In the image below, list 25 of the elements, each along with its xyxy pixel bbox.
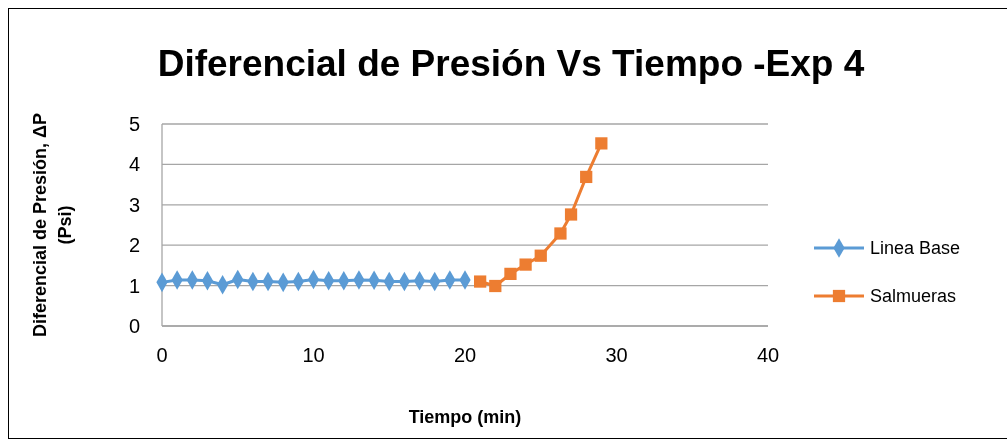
x-tick-label: 20 <box>453 344 477 366</box>
point <box>489 279 502 293</box>
point <box>595 137 608 150</box>
y-axis-title: Diferencial de Presión, ΔP (Psi) <box>30 112 75 338</box>
y-tick-label: 5 <box>128 113 140 135</box>
y-tick-label: 1 <box>128 274 140 297</box>
point <box>534 249 547 262</box>
x-axis-title: Tiempo (min) <box>408 407 522 427</box>
point <box>554 227 567 240</box>
chart-title: Diferencial de Presión Vs Tiempo -Exp 4 <box>157 43 865 84</box>
legend-label: Salmueras <box>870 286 957 307</box>
point <box>580 170 593 184</box>
x-tick-label: 0 <box>156 344 168 366</box>
x-tick-label: 10 <box>302 344 325 366</box>
point <box>564 208 578 221</box>
x-tick-label: 40 <box>756 344 780 366</box>
point <box>504 267 517 281</box>
legend-label: Linea Base <box>870 238 961 259</box>
y-tick-label: 2 <box>128 234 140 257</box>
y-tick-label: 3 <box>128 193 140 216</box>
y-tick-label: 4 <box>128 153 140 176</box>
x-tick-label: 30 <box>605 344 628 366</box>
point <box>519 258 532 271</box>
y-tick-label: 0 <box>128 315 140 337</box>
point <box>474 275 487 288</box>
